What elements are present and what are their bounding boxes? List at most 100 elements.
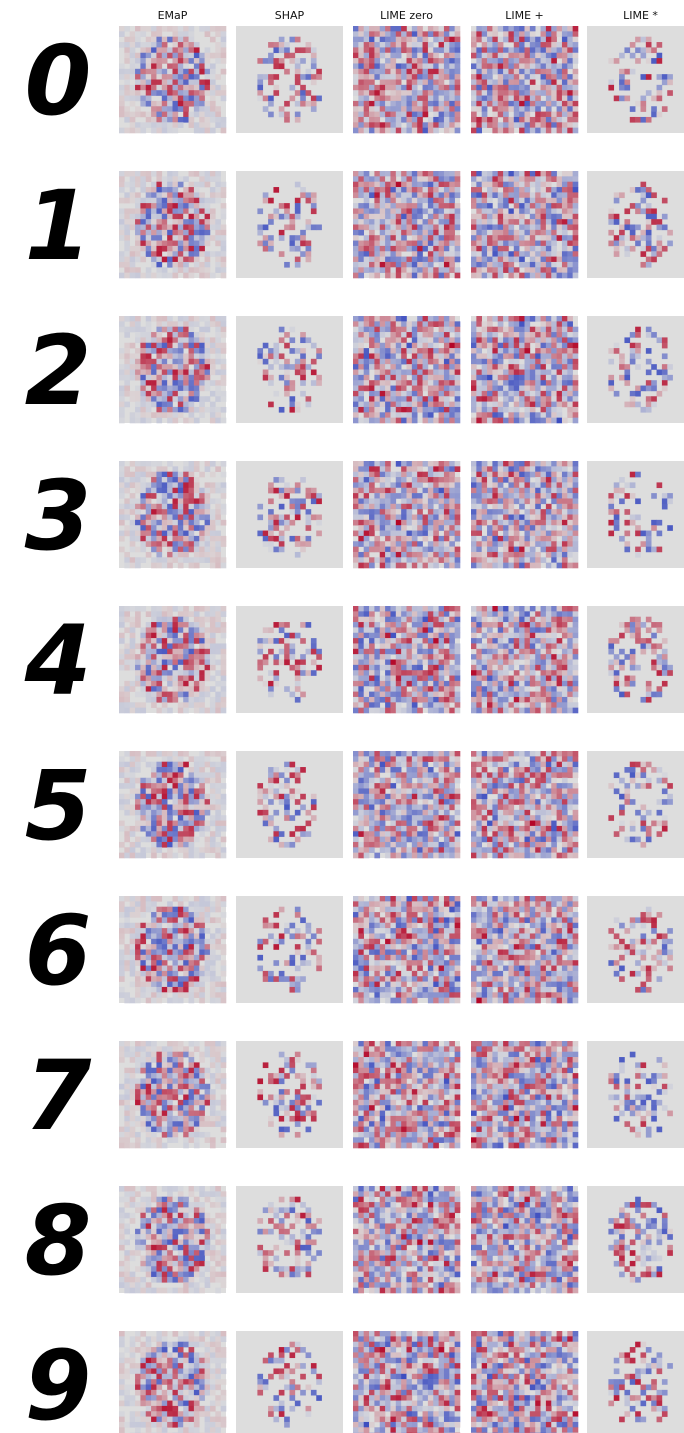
heatmap-cell (530, 332, 536, 338)
heatmap-cell (433, 37, 439, 43)
heatmap-cell (199, 380, 205, 386)
heatmap-cell (178, 69, 184, 75)
heatmap-cell (546, 128, 552, 134)
heatmap-cell (374, 225, 380, 231)
heatmap-cell (140, 536, 146, 542)
heatmap-cell (380, 267, 386, 273)
heatmap-cell (573, 42, 579, 48)
heatmap-cell (492, 509, 498, 515)
heatmap-cell (369, 47, 375, 53)
heatmap-cell (439, 187, 445, 193)
heatmap-cell (455, 493, 461, 499)
heatmap-cell (124, 80, 130, 86)
heatmap-cell (439, 117, 445, 123)
heatmap-cell (444, 37, 450, 43)
heatmap-cell (374, 203, 380, 209)
heatmap-cell (199, 106, 205, 112)
heatmap-cell (471, 327, 477, 333)
heatmap-cell (353, 327, 359, 333)
heatmap-cell (439, 418, 445, 424)
heatmap-cell (295, 246, 301, 252)
heatmap-cell (482, 63, 488, 69)
heatmap-cell (551, 90, 557, 96)
heatmap-cell (498, 214, 504, 220)
heatmap-cell (546, 375, 552, 381)
heatmap-cell (546, 321, 552, 327)
heatmap-cell (374, 359, 380, 365)
heatmap-cell (535, 316, 541, 322)
heatmap-cell (268, 482, 274, 488)
heatmap-cell (173, 536, 179, 542)
heatmap-cell (273, 348, 279, 354)
heatmap-cell (353, 241, 359, 247)
heatmap-cell (498, 85, 504, 91)
heatmap-cell (162, 386, 168, 392)
heatmap-cell (439, 375, 445, 381)
heatmap-cell (162, 96, 168, 102)
heatmap-cell (194, 47, 200, 53)
heatmap-cell (562, 101, 568, 107)
heatmap-cell (492, 101, 498, 107)
heatmap-cell (476, 47, 482, 53)
heatmap-cell (353, 69, 359, 75)
heatmap-cell (525, 498, 531, 504)
heatmap-cell (364, 53, 370, 59)
heatmap-cell (189, 348, 195, 354)
heatmap-cell (433, 214, 439, 220)
heatmap-cell (358, 53, 364, 59)
heatmap-cell (567, 42, 573, 48)
heatmap-cell (385, 241, 391, 247)
heatmap-cell (390, 117, 396, 123)
heatmap-cell (525, 192, 531, 198)
heatmap-cell (508, 337, 514, 343)
heatmap-cell (279, 63, 285, 69)
heatmap-cell (412, 343, 418, 349)
heatmap-cell (130, 525, 136, 531)
heatmap-cell (608, 219, 614, 225)
heatmap-cell (194, 552, 200, 558)
heatmap-cell (146, 273, 152, 279)
heatmap-cell (423, 407, 429, 413)
heatmap-cell (130, 353, 136, 359)
heatmap-cell (471, 230, 477, 236)
heatmap-cell (130, 262, 136, 268)
heatmap-cell (221, 187, 227, 193)
heatmap-cell (535, 219, 541, 225)
heatmap-cell (498, 58, 504, 64)
heatmap-cell (215, 552, 221, 558)
heatmap-cell (624, 80, 630, 86)
heatmap-cell (412, 203, 418, 209)
heatmap-cell (412, 37, 418, 43)
heatmap-cell (374, 353, 380, 359)
heatmap-cell (503, 225, 509, 231)
heatmap-cell (119, 353, 125, 359)
heatmap-cell (439, 327, 445, 333)
heatmap-cell (194, 241, 200, 247)
heatmap-cell (396, 69, 402, 75)
heatmap-cell (221, 69, 227, 75)
heatmap-cell (498, 509, 504, 515)
heatmap-cell (390, 353, 396, 359)
heatmap-cell (546, 47, 552, 53)
heatmap-cell (151, 611, 157, 617)
heatmap-cell (541, 332, 547, 338)
heatmap-cell (374, 251, 380, 257)
heatmap-cell (535, 332, 541, 338)
heatmap-cell (364, 461, 370, 467)
heatmap-cell (210, 251, 216, 257)
heatmap-cell (215, 391, 221, 397)
heatmap-cell (417, 391, 423, 397)
heatmap-cell (428, 461, 434, 467)
heatmap-cell (401, 461, 407, 467)
heatmap-cell (130, 461, 136, 467)
heatmap-cell (290, 407, 296, 413)
heatmap-cell (167, 412, 173, 418)
heatmap-cell (546, 531, 552, 537)
heatmap-cell (156, 273, 162, 279)
heatmap-cell (433, 90, 439, 96)
heatmap-cell (162, 466, 168, 472)
heatmap-cell (635, 531, 641, 537)
heatmap-cell (530, 472, 536, 478)
heatmap-cell (369, 80, 375, 86)
heatmap-cell (369, 241, 375, 247)
